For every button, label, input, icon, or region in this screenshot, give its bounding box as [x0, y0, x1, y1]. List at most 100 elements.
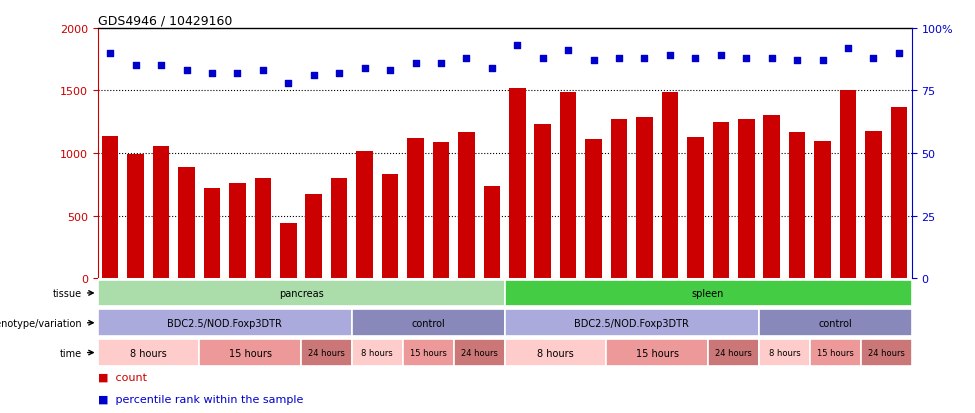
Point	[840, 45, 856, 52]
Bar	[98, 339, 199, 366]
Text: control: control	[411, 318, 446, 328]
Bar	[865, 131, 881, 278]
Bar	[352, 310, 505, 336]
Bar	[331, 178, 347, 278]
Point	[128, 63, 143, 70]
Text: 15 hours: 15 hours	[229, 348, 272, 358]
Bar	[301, 339, 352, 366]
Bar	[861, 339, 912, 366]
Point	[281, 81, 296, 87]
Text: 15 hours: 15 hours	[410, 348, 447, 357]
Text: 15 hours: 15 hours	[817, 348, 854, 357]
Bar	[713, 122, 729, 278]
Point	[484, 66, 499, 72]
Point	[510, 43, 526, 50]
Bar	[759, 339, 810, 366]
Point	[815, 58, 831, 65]
Point	[763, 55, 779, 62]
Point	[535, 55, 551, 62]
Text: 24 hours: 24 hours	[308, 348, 345, 357]
Bar	[534, 125, 551, 278]
Bar	[458, 133, 475, 278]
Text: tissue: tissue	[53, 288, 82, 298]
Bar	[352, 339, 403, 366]
Text: GDS4946 / 10429160: GDS4946 / 10429160	[98, 15, 232, 28]
Bar	[102, 136, 119, 278]
Bar	[560, 93, 576, 278]
Point	[561, 48, 576, 55]
Text: time: time	[60, 348, 82, 358]
Bar	[204, 189, 220, 278]
Point	[713, 53, 728, 59]
Text: 8 hours: 8 hours	[537, 348, 574, 358]
Bar	[606, 339, 708, 366]
Bar	[789, 133, 805, 278]
Bar	[178, 167, 195, 278]
Text: 8 hours: 8 hours	[362, 348, 393, 357]
Point	[204, 71, 219, 77]
Bar	[128, 155, 144, 278]
Bar	[98, 310, 352, 336]
Text: control: control	[818, 318, 852, 328]
Text: spleen: spleen	[692, 288, 724, 298]
Bar	[708, 339, 759, 366]
Bar	[433, 142, 449, 278]
Bar	[357, 151, 372, 278]
Bar	[403, 339, 453, 366]
Bar	[839, 91, 856, 278]
Bar	[280, 223, 296, 278]
Bar	[408, 139, 424, 278]
Point	[408, 61, 423, 67]
Point	[433, 61, 448, 67]
Text: ■  percentile rank within the sample: ■ percentile rank within the sample	[98, 394, 303, 404]
Bar	[453, 339, 505, 366]
Point	[586, 58, 602, 65]
Bar	[153, 146, 170, 278]
Bar	[199, 339, 301, 366]
Point	[332, 71, 347, 77]
Point	[306, 73, 322, 80]
Bar	[305, 195, 322, 278]
Bar	[98, 280, 505, 306]
Bar	[687, 138, 704, 278]
Text: 24 hours: 24 hours	[715, 348, 752, 357]
Point	[611, 55, 627, 62]
Bar	[585, 140, 602, 278]
Bar	[738, 120, 755, 278]
Bar	[610, 120, 627, 278]
Bar	[763, 116, 780, 278]
Bar	[662, 93, 679, 278]
Bar	[509, 89, 526, 278]
Bar	[814, 141, 831, 278]
Point	[230, 71, 246, 77]
Point	[382, 68, 398, 75]
Bar	[637, 117, 652, 278]
Text: 24 hours: 24 hours	[868, 348, 905, 357]
Point	[866, 55, 881, 62]
Text: genotype/variation: genotype/variation	[0, 318, 82, 328]
Point	[662, 53, 678, 59]
Text: BDC2.5/NOD.Foxp3DTR: BDC2.5/NOD.Foxp3DTR	[574, 318, 689, 328]
Point	[458, 55, 474, 62]
Point	[178, 68, 194, 75]
Bar	[505, 339, 606, 366]
Bar	[505, 280, 912, 306]
Bar	[890, 107, 907, 278]
Bar	[229, 183, 246, 278]
Bar	[759, 310, 912, 336]
Point	[153, 63, 169, 70]
Point	[738, 55, 754, 62]
Text: 8 hours: 8 hours	[768, 348, 800, 357]
Text: 15 hours: 15 hours	[636, 348, 679, 358]
Bar	[505, 310, 759, 336]
Text: 24 hours: 24 hours	[460, 348, 497, 357]
Bar	[382, 175, 399, 278]
Bar	[484, 186, 500, 278]
Bar	[254, 178, 271, 278]
Text: pancreas: pancreas	[279, 288, 324, 298]
Point	[255, 68, 271, 75]
Text: BDC2.5/NOD.Foxp3DTR: BDC2.5/NOD.Foxp3DTR	[168, 318, 282, 328]
Point	[357, 66, 372, 72]
Text: 8 hours: 8 hours	[130, 348, 167, 358]
Point	[790, 58, 805, 65]
